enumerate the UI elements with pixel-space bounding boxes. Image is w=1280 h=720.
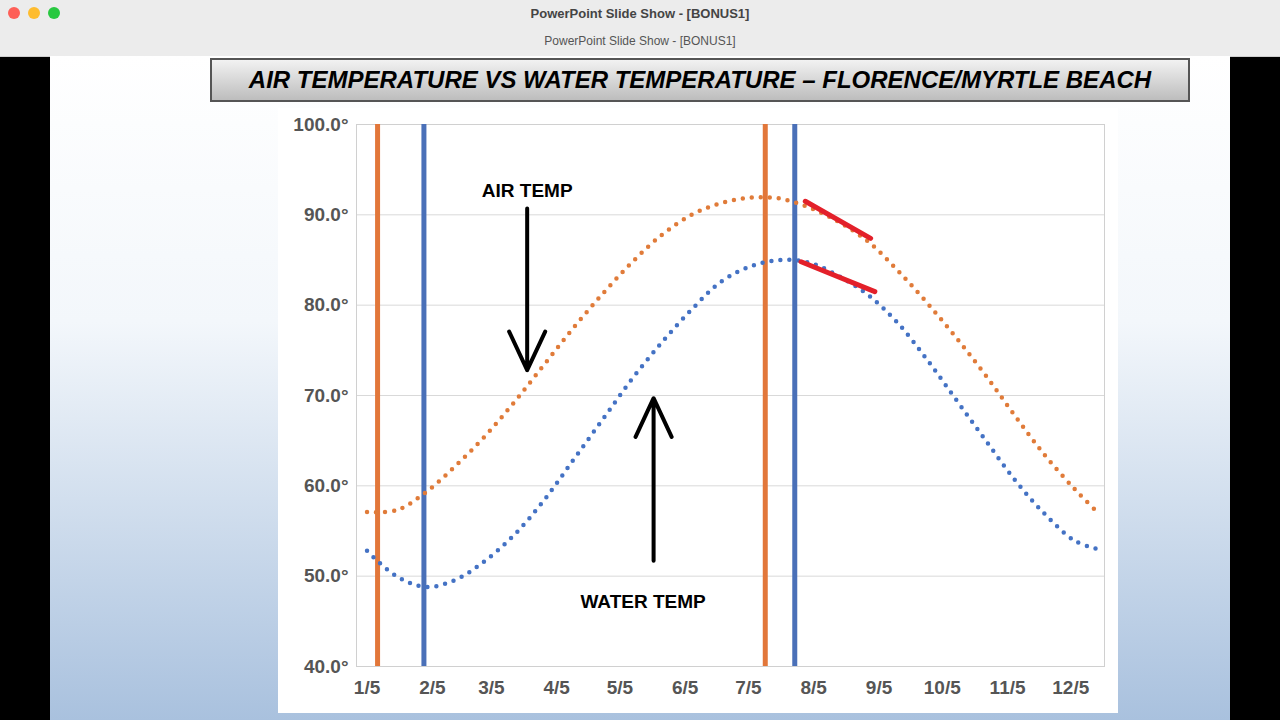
svg-text:60.0°: 60.0° [304,475,349,496]
svg-text:9/5: 9/5 [866,677,893,698]
svg-text:70.0°: 70.0° [304,385,349,406]
svg-text:10/5: 10/5 [924,677,961,698]
html-text:PowerPoint Slide Show - [BONUS: PowerPoint Slide Show - [BONUS1] [530,6,750,21]
svg-text:7/5: 7/5 [735,677,762,698]
svg-text:6/5: 6/5 [672,677,699,698]
html-text:PowerPoint Slide Show - [BONUS: PowerPoint Slide Show - [BONUS1] [544,34,736,48]
svg-text:2/5: 2/5 [419,677,446,698]
svg-text:100.0°: 100.0° [293,114,348,135]
svg-text:3/5: 3/5 [478,677,505,698]
svg-text:40.0°: 40.0° [304,656,349,677]
svg-text:8/5: 8/5 [801,677,828,698]
svg-text:50.0°: 50.0° [304,565,349,586]
svg-text:AIR TEMP: AIR TEMP [482,180,573,201]
svg-text:1/5: 1/5 [354,677,381,698]
svg-text:90.0°: 90.0° [304,204,349,225]
svg-text:4/5: 4/5 [543,677,570,698]
svg-text:11/5: 11/5 [990,677,1026,698]
svg-text:WATER TEMP: WATER TEMP [580,591,706,612]
svg-text:12/5: 12/5 [1052,677,1089,698]
svg-text:80.0°: 80.0° [304,294,349,315]
svg-text:5/5: 5/5 [607,677,634,698]
html-text:AIR TEMPERATURE VS WATER TEMPE: AIR TEMPERATURE VS WATER TEMPERATURE – F… [248,66,1152,93]
